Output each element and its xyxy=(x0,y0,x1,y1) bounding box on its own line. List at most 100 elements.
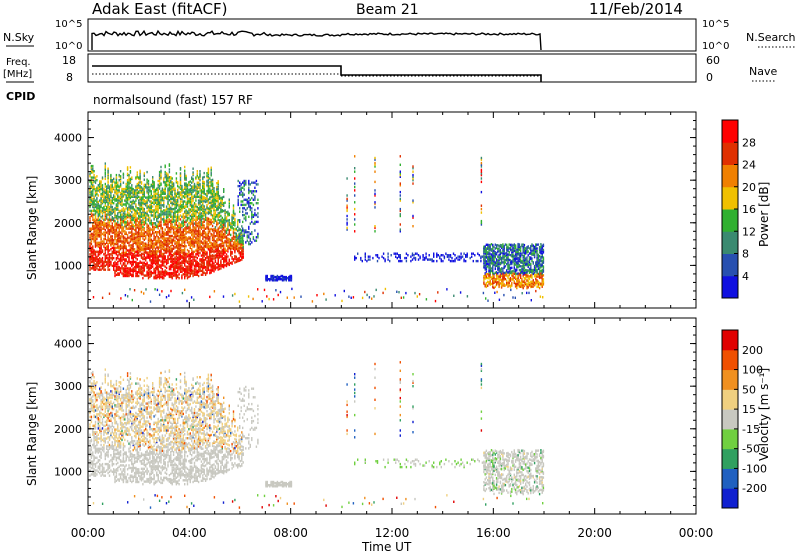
data-cell xyxy=(121,265,123,269)
data-cell xyxy=(110,239,112,242)
data-cell xyxy=(135,195,137,198)
data-cell xyxy=(231,251,233,254)
data-cell xyxy=(203,184,205,188)
data-cell xyxy=(128,193,130,196)
data-cell xyxy=(113,239,115,242)
data-cell xyxy=(111,179,113,182)
data-cell xyxy=(108,259,111,262)
data-cell xyxy=(131,255,133,259)
data-cell xyxy=(152,176,154,179)
data-cell xyxy=(94,181,97,184)
data-cell xyxy=(218,219,221,222)
data-cell xyxy=(124,225,126,228)
data-cell xyxy=(199,221,201,224)
data-cell xyxy=(136,248,138,251)
data-cell xyxy=(171,225,173,229)
data-cell xyxy=(179,202,182,206)
data-cell xyxy=(125,273,127,276)
data-cell xyxy=(142,201,144,204)
data-cell xyxy=(196,205,198,209)
data-cell xyxy=(96,232,98,236)
data-cell xyxy=(143,266,145,270)
data-cell xyxy=(119,195,122,198)
data-cell xyxy=(133,265,136,269)
data-cell xyxy=(193,182,196,186)
data-cell xyxy=(128,195,130,198)
data-cell xyxy=(216,214,218,217)
data-cell xyxy=(167,207,169,211)
data-cell xyxy=(92,254,94,257)
data-cell xyxy=(121,218,123,221)
data-cell xyxy=(131,254,133,257)
data-cell xyxy=(181,260,183,263)
data-cell xyxy=(97,186,99,189)
data-cell xyxy=(93,196,95,200)
data-cell xyxy=(471,252,473,255)
data-cell xyxy=(107,228,109,232)
data-cell xyxy=(90,246,93,250)
data-cell xyxy=(147,214,150,217)
data-cell xyxy=(89,185,91,188)
beam-title: Beam 21 xyxy=(356,2,419,18)
data-cell xyxy=(248,241,250,244)
data-cell xyxy=(122,240,125,243)
data-cell xyxy=(249,232,251,236)
data-cell xyxy=(254,212,256,215)
data-cell xyxy=(220,232,222,236)
data-cell xyxy=(374,225,376,228)
data-cell xyxy=(181,248,183,252)
data-cell xyxy=(182,228,184,231)
data-cell xyxy=(145,196,147,199)
data-cell xyxy=(140,225,143,229)
data-cell xyxy=(257,212,259,215)
data-cell xyxy=(122,241,125,244)
data-cell xyxy=(153,242,155,245)
data-cell xyxy=(119,209,122,213)
data-cell xyxy=(110,241,112,244)
data-cell xyxy=(108,241,111,244)
data-cell xyxy=(186,210,189,213)
data-cell xyxy=(202,195,204,198)
data-cell xyxy=(361,259,363,263)
data-cell xyxy=(104,249,106,252)
data-cell xyxy=(115,205,118,209)
data-cell xyxy=(280,278,282,281)
data-cell xyxy=(172,257,175,261)
data-cell xyxy=(126,189,129,192)
data-cell xyxy=(164,219,166,222)
data-cell xyxy=(167,247,169,250)
data-cell xyxy=(106,198,108,201)
data-cell xyxy=(132,194,134,197)
data-cell xyxy=(200,254,203,257)
data-cell xyxy=(132,214,134,218)
data-cell xyxy=(93,205,95,209)
data-cell xyxy=(131,233,133,237)
data-cell xyxy=(161,243,164,247)
data-cell xyxy=(239,188,241,191)
data-cell xyxy=(161,196,164,199)
nave-tick-top: 60 xyxy=(706,54,720,67)
data-cell xyxy=(103,253,105,256)
data-cell xyxy=(213,254,215,258)
data-cell xyxy=(177,265,179,268)
data-cell xyxy=(152,228,154,231)
data-cell xyxy=(248,200,250,203)
data-cell xyxy=(133,255,136,259)
data-cell xyxy=(255,220,258,224)
data-cell xyxy=(126,173,129,177)
data-cell xyxy=(99,265,101,269)
data-cell xyxy=(227,210,229,213)
data-cell xyxy=(104,210,106,214)
data-cell xyxy=(128,207,130,210)
data-cell xyxy=(107,212,109,215)
data-cell xyxy=(103,207,105,210)
data-cell xyxy=(89,217,91,220)
data-cell xyxy=(133,219,136,223)
data-cell xyxy=(107,195,109,198)
data-cell xyxy=(178,247,180,250)
data-cell xyxy=(125,231,127,234)
data-cell xyxy=(121,245,123,248)
data-cell xyxy=(90,182,93,186)
data-cell xyxy=(240,241,242,244)
data-cell xyxy=(288,275,290,279)
